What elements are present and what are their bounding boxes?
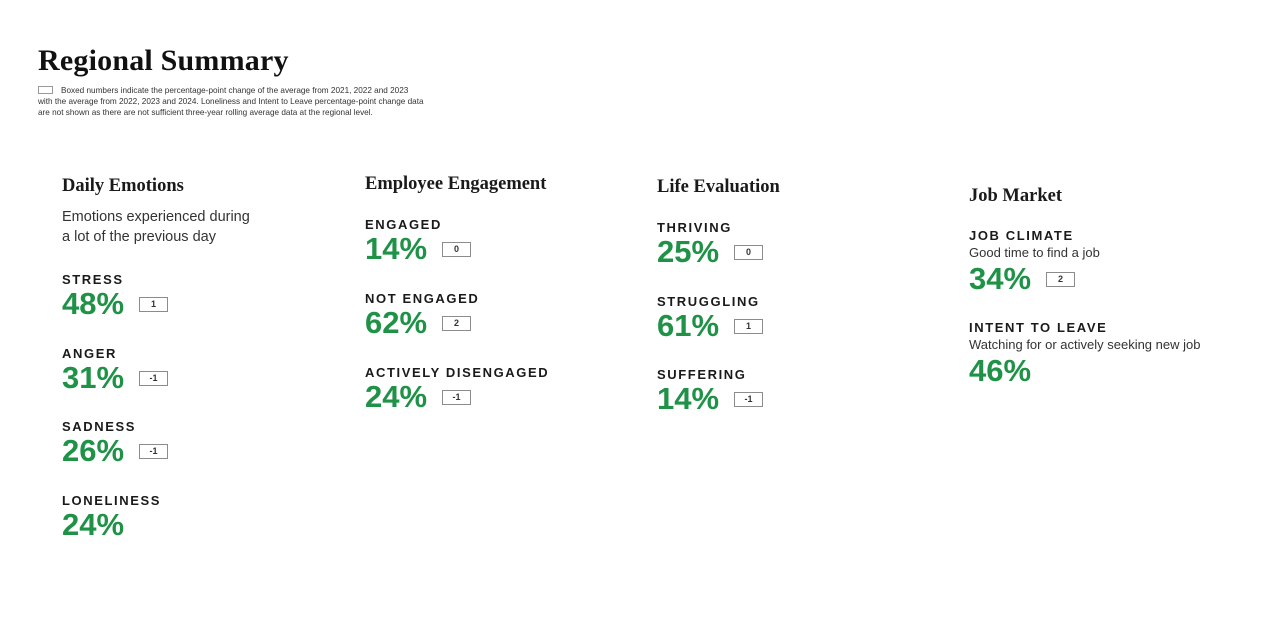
metric-value: 61%: [657, 308, 720, 343]
metric-label: JOB CLIMATE: [969, 228, 1074, 243]
metric-label: ACTIVELY DISENGAGED: [365, 365, 550, 380]
change-box: 1: [734, 318, 764, 334]
subtitle-line: a lot of the previous day: [62, 229, 216, 245]
metric-intent-to-leave: INTENT TO LEAVE Watching for or actively…: [969, 320, 1200, 388]
legend-line: are not shown as there are not sufficien…: [38, 108, 373, 117]
value-row: 34% 2: [969, 262, 1100, 296]
metric-value: 48%: [62, 286, 125, 321]
change-box: 1: [139, 296, 169, 312]
metric-value: 25%: [657, 234, 720, 269]
column-daily-emotions: Daily Emotions Emotions experienced duri…: [62, 176, 250, 247]
metric-sadness: SADNESS 26% -1: [62, 419, 169, 468]
subtitle-line: Emotions experienced during: [62, 209, 250, 225]
metric-label: NOT ENGAGED: [365, 291, 480, 306]
column-employee-engagement: Employee Engagement: [365, 174, 546, 195]
column-heading: Life Evaluation: [657, 177, 780, 197]
change-box: 2: [442, 315, 472, 331]
metric-value: 14%: [365, 231, 428, 266]
metric-value: 31%: [62, 360, 125, 395]
value-row: 26% -1: [62, 433, 169, 468]
value-row: 25% 0: [657, 234, 764, 269]
metric-struggling: STRUGGLING 61% 1: [657, 294, 764, 343]
metric-job-climate: JOB CLIMATE Good time to find a job 34% …: [969, 228, 1100, 296]
column-heading: Job Market: [969, 186, 1062, 206]
value-row: 24%: [62, 508, 161, 542]
column-heading: Employee Engagement: [365, 174, 547, 194]
metric-value: 46%: [969, 353, 1032, 388]
change-box: 0: [442, 241, 472, 257]
metric-description: Good time to find a job: [969, 245, 1100, 260]
metric-thriving: THRIVING 25% 0: [657, 220, 764, 269]
metric-label: ENGAGED: [365, 217, 442, 232]
legend-line: Boxed numbers indicate the percentage-po…: [61, 86, 409, 95]
value-row: 14% 0: [365, 231, 472, 266]
metric-engaged: ENGAGED 14% 0: [365, 217, 472, 266]
value-row: 62% 2: [365, 306, 479, 340]
metric-suffering: SUFFERING 14% -1: [657, 367, 764, 416]
change-box: -1: [139, 443, 169, 459]
change-box: -1: [734, 391, 764, 407]
change-box: 0: [734, 244, 764, 260]
metric-value: 24%: [62, 507, 125, 542]
metric-label: SUFFERING: [657, 367, 747, 382]
change-box: -1: [442, 389, 472, 405]
value-row: 61% 1: [657, 308, 764, 343]
legend-note: Boxed numbers indicate the percentage-po…: [38, 85, 438, 118]
metric-label: INTENT TO LEAVE: [969, 320, 1108, 335]
metric-value: 24%: [365, 379, 428, 414]
metric-stress: STRESS 48% 1: [62, 272, 169, 321]
column-subtitle: Emotions experienced during a lot of the…: [62, 207, 250, 247]
change-box: 2: [1046, 271, 1076, 287]
column-job-market: Job Market: [969, 186, 1062, 207]
metric-label: THRIVING: [657, 220, 732, 235]
metric-value: 34%: [969, 261, 1032, 296]
metric-label: ANGER: [62, 346, 117, 361]
value-row: 14% -1: [657, 381, 764, 416]
legend-line: with the average from 2022, 2023 and 202…: [38, 97, 424, 106]
metric-value: 26%: [62, 433, 125, 468]
metric-label: STRESS: [62, 272, 124, 287]
metric-actively-disengaged: ACTIVELY DISENGAGED 24% -1: [365, 365, 549, 414]
value-row: 46%: [969, 354, 1200, 388]
metric-value: 62%: [365, 305, 428, 340]
column-heading: Daily Emotions: [62, 176, 184, 196]
page-title: Regional Summary: [38, 44, 289, 77]
metric-label: STRUGGLING: [657, 294, 760, 309]
metric-not-engaged: NOT ENGAGED 62% 2: [365, 291, 479, 340]
value-row: 24% -1: [365, 380, 549, 414]
metric-label: LONELINESS: [62, 493, 162, 508]
metric-description: Watching for or actively seeking new job: [969, 337, 1201, 352]
metric-anger: ANGER 31% -1: [62, 346, 169, 395]
value-row: 31% -1: [62, 360, 169, 395]
column-life-evaluation: Life Evaluation: [657, 177, 780, 198]
change-box: -1: [139, 370, 169, 386]
legend-box-icon: [38, 86, 53, 94]
metric-value: 14%: [657, 381, 720, 416]
value-row: 48% 1: [62, 286, 169, 321]
metric-label: SADNESS: [62, 419, 137, 434]
metric-loneliness: LONELINESS 24%: [62, 493, 161, 542]
